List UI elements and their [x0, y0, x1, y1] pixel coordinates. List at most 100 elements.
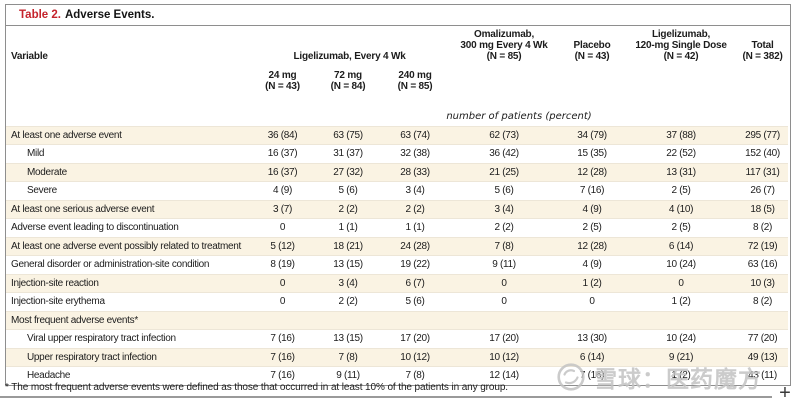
cell-value: 31 (37) [315, 144, 381, 163]
cell-value: 37 (88) [625, 125, 738, 145]
cell-value: 63 (75) [315, 125, 381, 145]
cell-value: 5 (6) [381, 292, 450, 311]
cell-value: 16 (37) [250, 162, 315, 182]
row-label: Viral upper respiratory tract infection [6, 329, 250, 348]
cell-value [559, 310, 626, 330]
cell-value: 10 (24) [625, 255, 738, 274]
cell-value [381, 310, 450, 330]
cell-value: 49 (13) [737, 347, 789, 367]
cell-value: 12 (28) [559, 236, 626, 256]
cell-value: 63 (74) [381, 125, 450, 145]
row-label: Injection-site reaction [6, 273, 250, 293]
cell-value: 2 (2) [315, 199, 381, 219]
cell-value: 0 [250, 292, 315, 311]
cell-value: 9 (11) [315, 366, 381, 385]
cell-value: 17 (20) [449, 329, 560, 348]
cell-value [625, 310, 738, 330]
cell-value: 13 (30) [559, 329, 626, 348]
cell-value: 4 (9) [559, 255, 626, 274]
column-header-24mg: 24 mg (N = 43) [265, 70, 300, 92]
cell-value: 7 (16) [559, 181, 626, 200]
zoom-in-icon[interactable]: + [779, 382, 791, 404]
cell-value: 5 (6) [315, 181, 381, 200]
cell-value: 13 (15) [315, 255, 381, 274]
cell-value: 3 (7) [250, 199, 315, 219]
cell-value: 7 (8) [381, 366, 450, 385]
cell-value: 6 (14) [625, 236, 738, 256]
cell-value: 15 (35) [559, 144, 626, 163]
column-header-omalizumab: Omalizumab, 300 mg Every 4 Wk (N = 85) [460, 29, 548, 62]
cell-value: 7 (8) [315, 347, 381, 367]
table-row: Injection-site erythema 0 2 (2) 5 (6) 0 0 1 (2… [6, 292, 789, 311]
cell-value: 3 (4) [449, 199, 560, 219]
cell-value: 0 [250, 273, 315, 293]
row-label: Upper respiratory tract infection [6, 347, 250, 367]
cell-value [737, 310, 789, 330]
cell-value: 13 (15) [315, 329, 381, 348]
cell-value: 6 (7) [381, 273, 450, 293]
column-header-72mg: 72 mg (N = 84) [330, 70, 366, 92]
cell-value: 34 (79) [559, 125, 626, 145]
cell-value: 295 (77) [737, 125, 789, 145]
cell-value: 12 (14) [449, 366, 560, 385]
cell-value: 12 (28) [559, 162, 626, 182]
cell-value: 21 (25) [449, 162, 560, 182]
adverse-events-table: Table 2. Adverse Events. Variable Ligeliz… [5, 4, 791, 386]
column-header-placebo: Placebo (N = 43) [573, 40, 611, 62]
variable-header: Variable [11, 51, 48, 62]
cell-value: 22 (52) [625, 144, 738, 163]
table-row: At least one serious adverse event 3 (7) 2… [6, 199, 789, 219]
empty-header-cell [625, 64, 737, 98]
empty-header-cell [6, 64, 250, 98]
cell-value: 0 [625, 273, 738, 293]
cell-value: 17 (20) [381, 329, 450, 348]
cell-value [250, 310, 315, 330]
bottom-rule [0, 396, 772, 398]
cell-value: 2 (2) [449, 218, 560, 237]
cell-value: 4 (10) [625, 199, 738, 219]
cell-value: 62 (73) [449, 125, 560, 145]
cell-value: 5 (6) [449, 181, 560, 200]
cell-value: 16 (37) [250, 144, 315, 163]
cell-value: 10 (12) [381, 347, 450, 367]
row-label: General disorder or administration-site … [6, 255, 250, 274]
column-header-total: Total (N = 382) [742, 40, 783, 62]
cell-value: 117 (31) [737, 162, 789, 182]
table-title: Table 2. Adverse Events. [6, 5, 790, 26]
row-label: Most frequent adverse events* [6, 310, 250, 330]
cell-value: 18 (5) [737, 199, 789, 219]
row-label: Moderate [6, 162, 250, 182]
row-label: At least one adverse event [6, 125, 250, 145]
cell-value: 32 (38) [381, 144, 450, 163]
table-caption: Adverse Events. [64, 9, 155, 21]
cell-value: 10 (3) [737, 273, 789, 293]
table-row: At least one adverse event possibly rela… [6, 236, 789, 256]
cell-value: 8 (19) [250, 255, 315, 274]
group-header-ligelizumab-q4w: Ligelizumab, Every 4 Wk [293, 51, 406, 62]
cell-value: 9 (11) [449, 255, 560, 274]
cell-value: 0 [449, 273, 560, 293]
table-row: Injection-site reaction 0 3 (4) 6 (7) 0 1 (2)… [6, 273, 789, 293]
cell-value: 7 (8) [449, 236, 560, 256]
table-row: Viral upper respiratory tract infection 7… [6, 329, 789, 348]
cell-value: 28 (33) [381, 162, 450, 182]
cell-value: 3 (4) [381, 181, 450, 200]
table-row: General disorder or administration-site … [6, 255, 789, 274]
row-label: Severe [6, 181, 250, 200]
empty-header-cell [6, 98, 250, 126]
table-row: Adverse event leading to discontinuation… [6, 218, 789, 237]
row-label: Adverse event leading to discontinuation [6, 218, 250, 237]
cell-value: 1 (1) [381, 218, 450, 237]
cell-value: 63 (16) [737, 255, 789, 274]
table-number: Table 2. [19, 9, 61, 21]
cell-value: 1 (1) [315, 218, 381, 237]
empty-header-cell [737, 64, 788, 98]
cell-value: 27 (32) [315, 162, 381, 182]
table-row: Most frequent adverse events* [6, 310, 789, 330]
cell-value: 5 (12) [250, 236, 315, 256]
cell-value: 72 (19) [737, 236, 789, 256]
cell-value: 2 (5) [559, 218, 626, 237]
cell-value: 1 (2) [625, 366, 738, 385]
cell-value: 1 (2) [559, 273, 626, 293]
